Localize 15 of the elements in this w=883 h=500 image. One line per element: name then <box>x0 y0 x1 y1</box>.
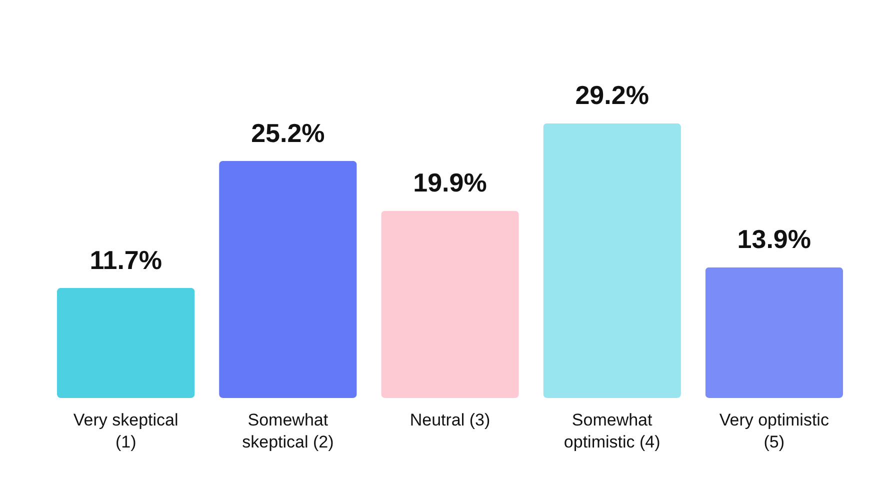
x-tick-label: Somewhat skeptical (2) <box>242 410 334 452</box>
bar <box>56 288 195 398</box>
data-label: 19.9% <box>413 168 487 198</box>
bar <box>381 210 519 398</box>
data-label: 29.2% <box>575 80 649 110</box>
bar <box>705 267 844 398</box>
x-tick-label: Very skeptical (1) <box>73 410 178 452</box>
data-label: 25.2% <box>251 118 325 148</box>
bar <box>543 123 681 398</box>
data-label: 13.9% <box>737 224 812 254</box>
x-tick-label: Neutral (3) <box>410 410 490 430</box>
bar <box>219 160 357 398</box>
x-tick-label: Somewhat optimistic (4) <box>564 410 660 452</box>
data-label: 11.7% <box>90 244 162 275</box>
x-tick-label: Very optimistic (5) <box>719 410 830 452</box>
